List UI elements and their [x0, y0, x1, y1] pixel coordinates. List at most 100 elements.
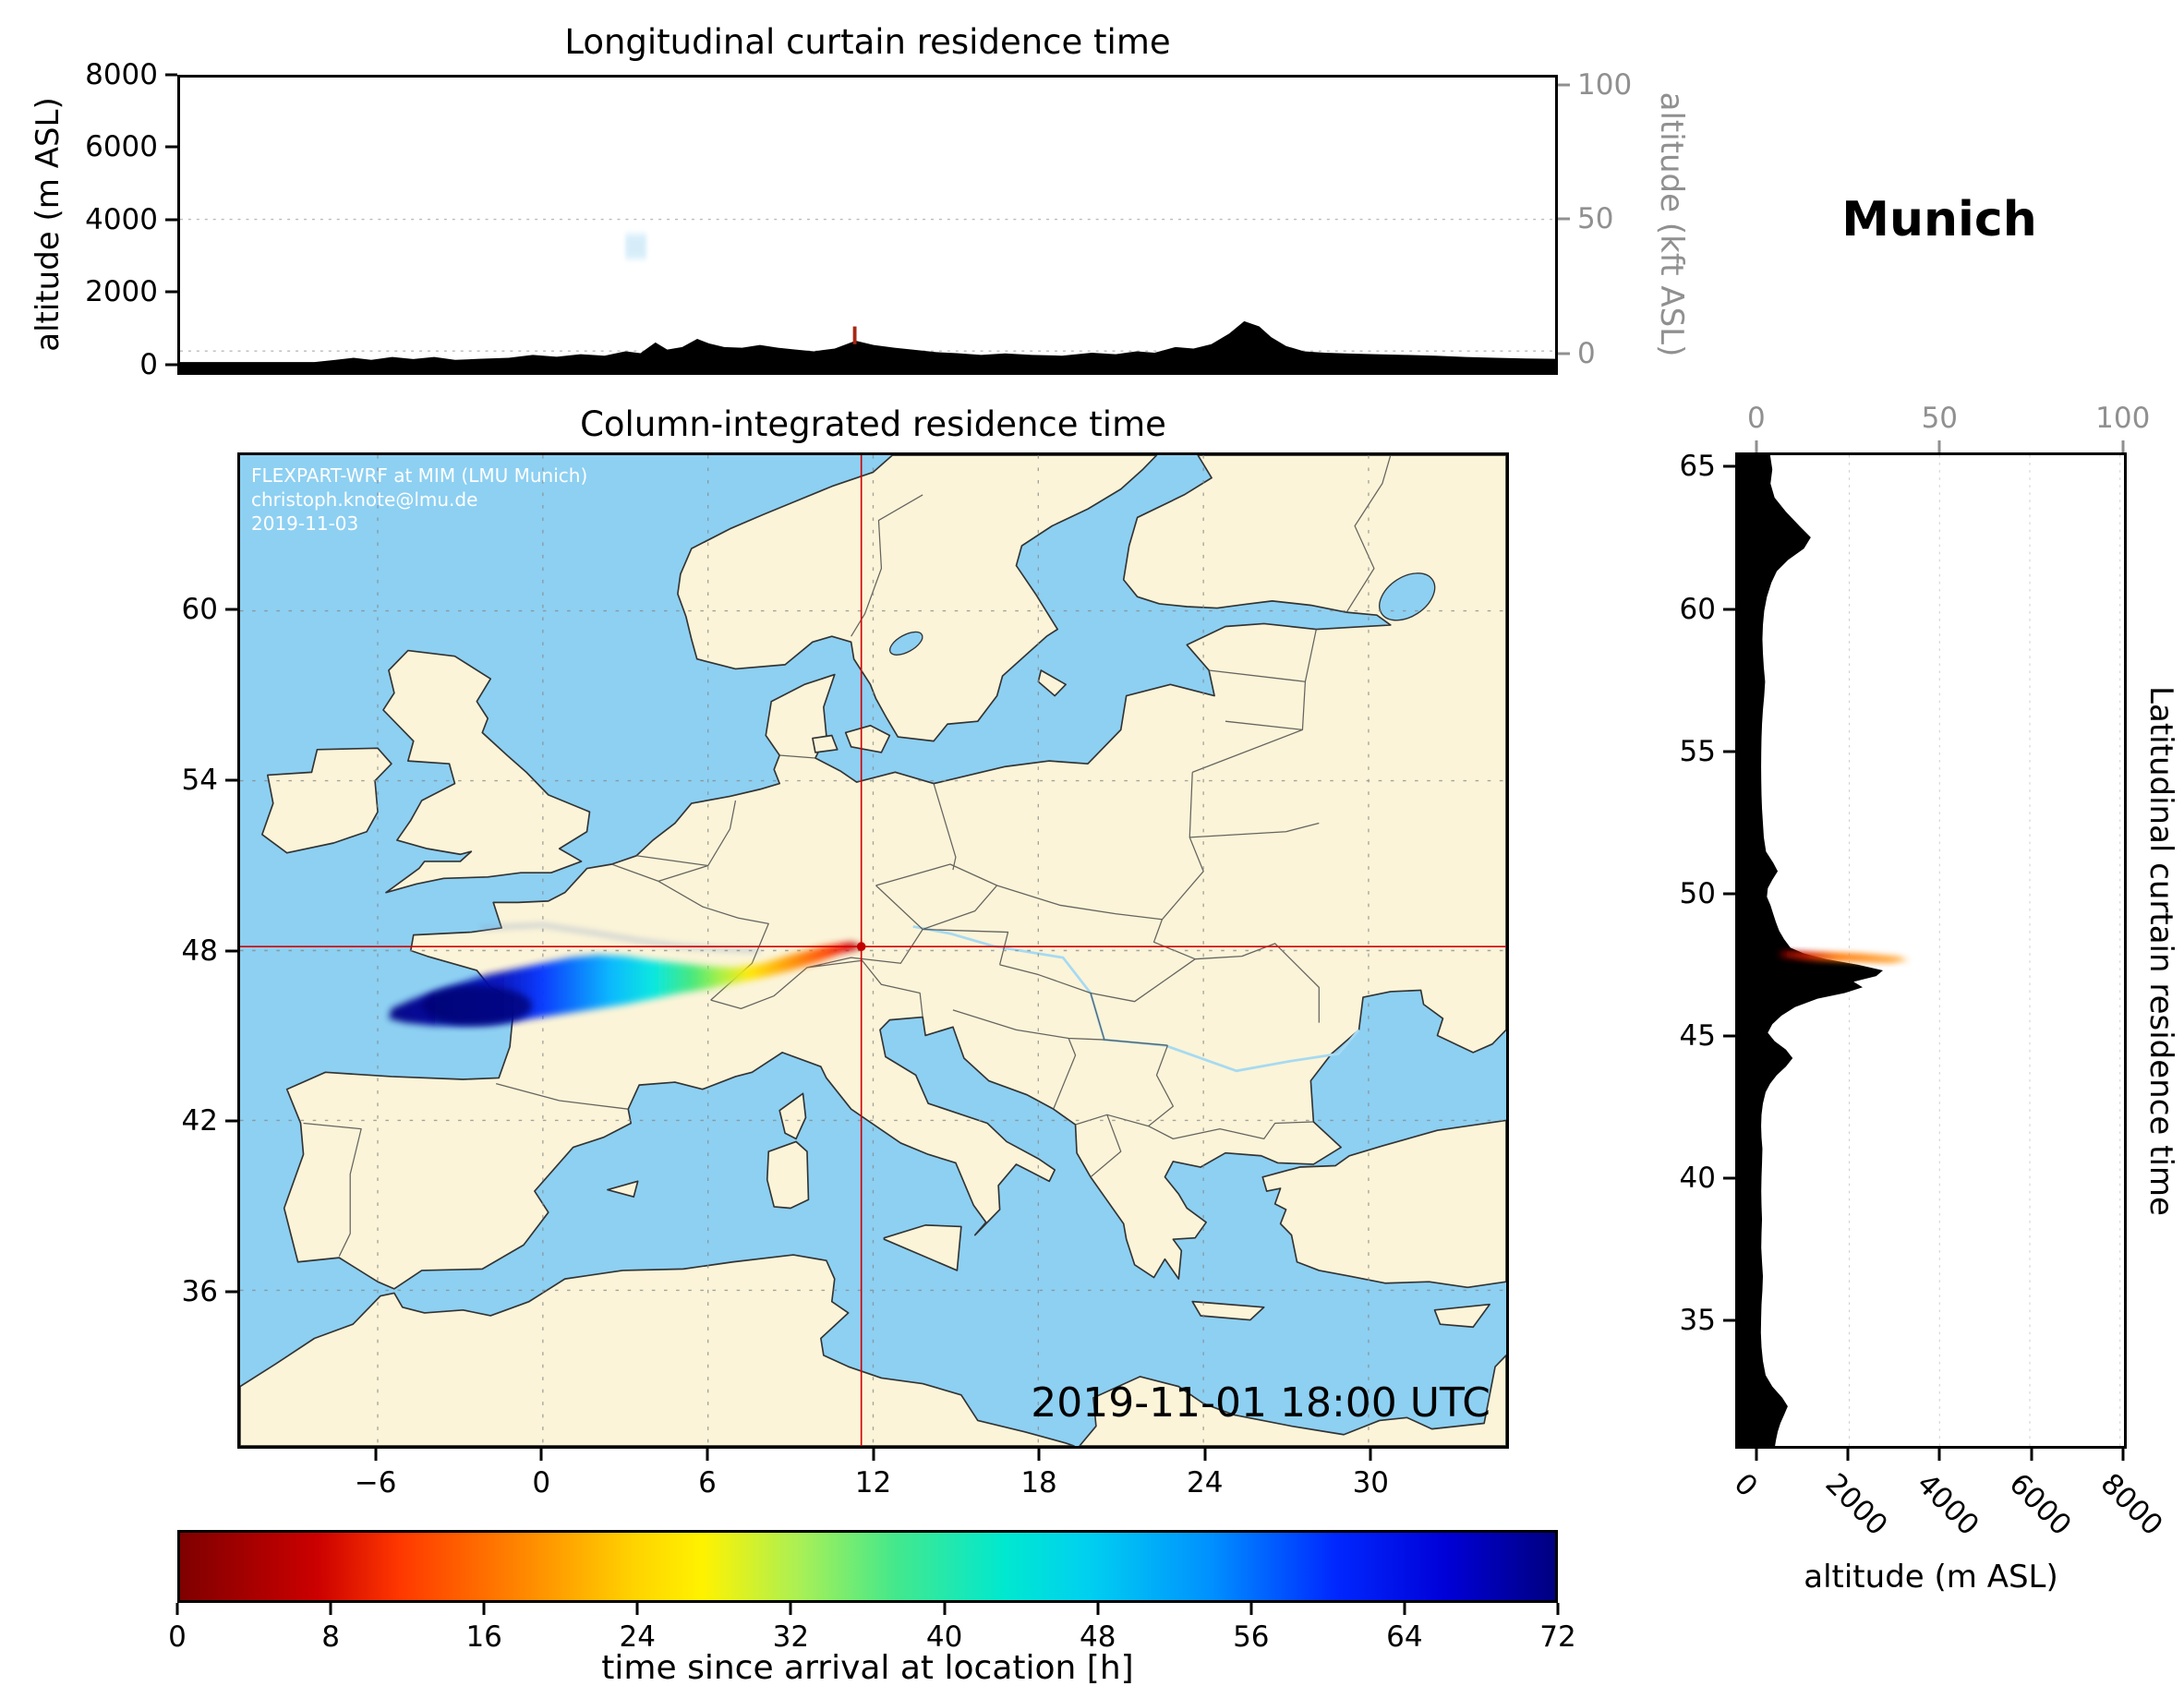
tick-mark: [1037, 1449, 1041, 1461]
island-cyprus: [1433, 1303, 1490, 1329]
tick-mark: [1755, 1449, 1758, 1461]
map-land: [240, 455, 1506, 1446]
map-lakes: [888, 572, 1436, 656]
tick-label: 2000: [85, 275, 158, 309]
tick-mark: [1723, 608, 1735, 610]
residual-plume-patch: [625, 234, 646, 259]
tick-mark: [706, 1449, 709, 1461]
tick-mark: [1723, 892, 1735, 896]
tick-label: −6: [354, 1466, 397, 1499]
tick-mark: [1558, 217, 1570, 221]
right-panel-xlabel: altitude (m ASL): [1804, 1559, 2058, 1596]
map-graticule: [240, 455, 1506, 1446]
island-sardinia: [766, 1140, 810, 1210]
tick-label: 60: [181, 592, 218, 626]
tick-mark: [165, 145, 177, 149]
receptor-marker: [856, 942, 866, 952]
tick-mark: [374, 1449, 378, 1461]
tick-mark: [225, 949, 237, 952]
tick-mark: [1558, 352, 1570, 355]
island-corsica: [778, 1092, 807, 1140]
tick-mark: [225, 1290, 237, 1294]
island-funen: [812, 734, 839, 753]
receptor-title: Munich: [1841, 192, 2037, 247]
tick-mark: [2121, 1449, 2125, 1461]
lake-ladoga: [1379, 572, 1436, 621]
tick-label: 0: [1727, 1467, 1764, 1504]
credit-line-1: FLEXPART-WRF at MIM (LMU Munich): [251, 464, 588, 487]
tick-mark: [482, 1603, 486, 1615]
tick-mark: [1846, 1449, 1850, 1461]
right-panel-gridlines: [1758, 455, 2121, 1446]
tick-label: 54: [181, 763, 218, 797]
land-north-africa: [240, 1254, 1075, 1446]
tick-label: 6000: [2002, 1467, 2078, 1543]
land-anatolia: [1261, 1119, 1506, 1289]
lake-vanern: [888, 631, 923, 656]
tick-mark: [635, 1603, 639, 1615]
top-panel-ylabel-left: altitude (m ASL): [30, 97, 66, 352]
latitudinal-plume-streak: [1781, 950, 1908, 964]
terrain-profile-longitudinal: [180, 320, 1555, 372]
top-panel-title: Longitudinal curtain residence time: [564, 22, 1171, 62]
tick-label: 48: [1079, 1620, 1116, 1654]
tick-mark: [1249, 1603, 1253, 1615]
land-libya-egypt-levant: [1079, 1355, 1506, 1446]
tick-label: 42: [181, 1104, 218, 1138]
tick-mark: [1937, 440, 1941, 452]
tick-label: 0: [1577, 336, 1596, 370]
tick-label: 0: [168, 1620, 187, 1654]
tick-label: 8000: [85, 58, 158, 91]
colorbar-panel: [177, 1530, 1558, 1603]
tick-label: 2000: [1818, 1467, 1894, 1543]
tick-label: 50: [1679, 876, 1716, 910]
tick-label: 8: [321, 1620, 340, 1654]
tick-label: 0: [139, 347, 158, 381]
tick-label: 55: [1679, 734, 1716, 768]
tick-label: 40: [1679, 1162, 1716, 1196]
country-borders: [303, 455, 1392, 1257]
tick-label: 24: [619, 1620, 657, 1654]
tick-label: 48: [181, 933, 218, 968]
latitudinal-curtain-plot: [1738, 455, 2121, 1446]
tick-mark: [1369, 1449, 1372, 1461]
tick-label: 64: [1386, 1620, 1423, 1654]
map-panel: [237, 452, 1509, 1449]
tick-mark: [1723, 750, 1735, 753]
tick-label: 60: [1679, 592, 1716, 626]
tick-label: 56: [1233, 1620, 1270, 1654]
tick-label: 72: [1539, 1620, 1576, 1654]
longitudinal-curtain-plot: [180, 218, 1555, 372]
tick-mark: [539, 1449, 543, 1461]
island-mallorca: [607, 1180, 639, 1198]
tick-mark: [165, 73, 177, 77]
right-panel-ylabel: Latitudinal curtain residence time: [2142, 686, 2179, 1216]
tick-mark: [789, 1603, 792, 1615]
tick-label: 36: [181, 1275, 218, 1309]
credit-line-3: 2019-11-03: [251, 512, 359, 535]
tick-mark: [165, 218, 177, 222]
plume-wisp: [479, 922, 761, 954]
tick-mark: [225, 778, 237, 782]
tick-label: 0: [1747, 402, 1766, 435]
tick-mark: [329, 1603, 332, 1615]
tick-label: 18: [1020, 1466, 1057, 1499]
tick-mark: [175, 1603, 179, 1615]
tick-mark: [225, 608, 237, 610]
tick-mark: [165, 290, 177, 294]
land-great-britain: [382, 649, 591, 894]
terrain-profile-latitudinal: [1738, 455, 1884, 1446]
tick-label: 40: [925, 1620, 963, 1654]
longitudinal-curtain-panel: [177, 75, 1558, 375]
tick-mark: [1203, 1449, 1207, 1461]
tick-mark: [1403, 1603, 1406, 1615]
tick-mark: [1723, 1034, 1735, 1038]
island-gotland: [1037, 669, 1067, 697]
tick-label: 35: [1679, 1304, 1716, 1338]
tick-label: 100: [1577, 68, 1633, 102]
island-sicily: [883, 1224, 962, 1271]
tick-mark: [2121, 440, 2125, 452]
tick-mark: [2030, 1449, 2033, 1461]
tick-mark: [225, 1119, 237, 1123]
tick-label: 0: [532, 1466, 551, 1499]
